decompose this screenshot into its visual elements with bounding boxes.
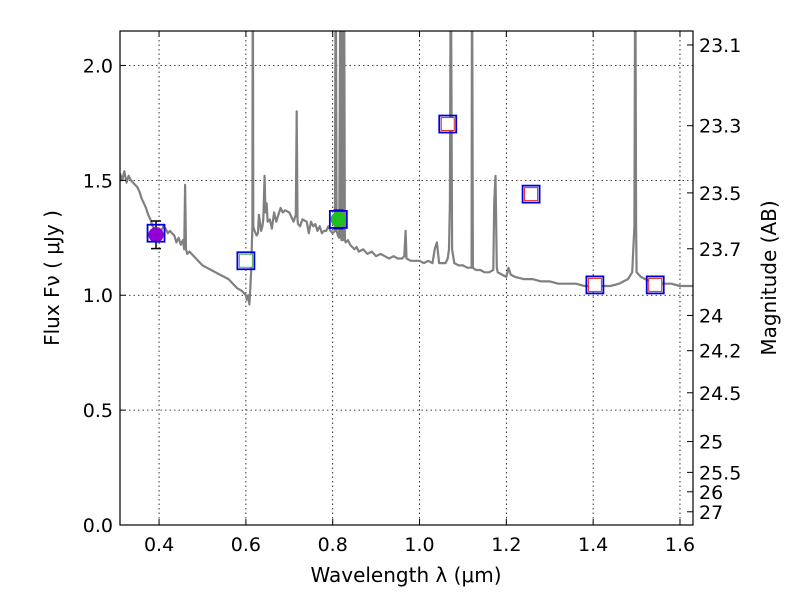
tick-labels: 0.4 0.6 0.8 1.0 1.2 1.4 1.6 0.0 0.5 1.0 1.5 2.0 23.1… [83,35,742,556]
model-flux-box [521,184,541,204]
y-tick-label: 1.0 [83,285,113,307]
phot-4 [438,114,458,134]
x-tick-label: 0.6 [231,534,261,556]
phot-7 [645,275,665,295]
model-flux-box [328,210,348,229]
phot-6 [585,275,605,295]
observed-flux-marker [524,187,539,202]
mag-tick-label: 24.5 [699,383,741,405]
y2-axis-title: Magnitude (AB) [757,200,781,355]
mag-tick-label: 25 [699,432,723,454]
x-axis-title: Wavelength λ (μm) [310,563,501,587]
phot-3 [328,209,348,230]
curve-layer [120,31,693,306]
mag-tick-label: 23.7 [699,239,741,261]
y-tick-label: 1.5 [83,170,113,192]
photometry-layer [146,114,665,295]
model-flux-box [585,275,605,295]
mag-tick-label: 24.2 [699,341,741,363]
phot-5 [521,184,541,204]
observed-flux-marker [148,227,164,243]
y-tick-label: 0.0 [83,515,113,537]
mag-tick-label: 23.1 [699,35,741,57]
x-tick-label: 1.4 [578,534,608,556]
y-tick-label: 0.5 [83,400,113,422]
observed-flux-marker [440,117,455,132]
phot-1 [146,220,166,250]
model-flux-box [438,114,458,134]
ticks-layer [120,31,693,526]
phot-2 [236,251,256,271]
model-flux-box [146,223,166,243]
sed-model-curve [120,31,693,306]
x-tick-label: 0.8 [318,534,348,556]
mag-tick-label: 23.5 [699,183,741,205]
grid [120,31,693,526]
mag-tick-label: 27 [699,502,723,524]
x-tick-label: 1.2 [491,534,521,556]
observed-flux-marker [648,277,663,292]
y-tick-label: 2.0 [83,55,113,77]
plot-frame [119,30,694,526]
observed-flux-marker [587,277,602,292]
mag-tick-label: 25.5 [699,462,741,484]
mag-tick-label: 24 [699,305,723,327]
mag-tick-label: 23.3 [699,116,741,138]
observed-flux-marker [330,211,347,228]
y-axis-title: Flux Fν ( μJy ) [40,210,64,346]
x-tick-label: 0.4 [144,534,174,556]
model-flux-box [645,275,665,295]
x-tick-label: 1.6 [665,534,695,556]
x-tick-label: 1.0 [404,534,434,556]
mag-tick-label: 26 [699,482,723,504]
model-flux-box [236,251,256,271]
observed-flux-marker [238,253,253,268]
